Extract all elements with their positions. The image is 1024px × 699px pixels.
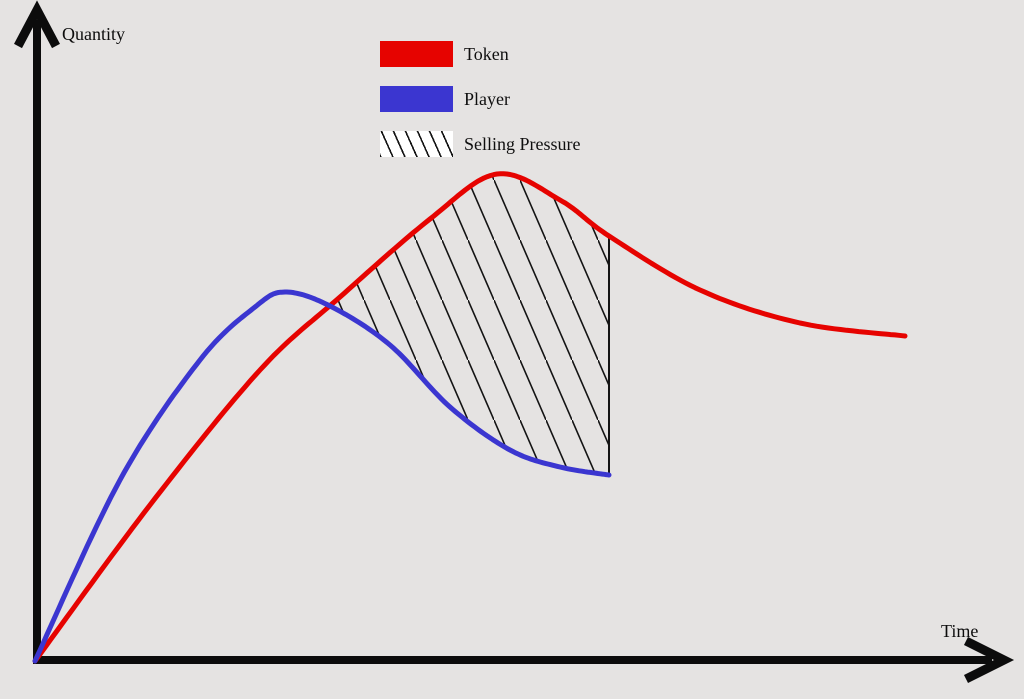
legend: Token Player Selling Pressure (380, 41, 581, 157)
token-swatch (380, 41, 453, 67)
legend-item-player: Player (380, 86, 581, 112)
y-axis-label: Quantity (62, 24, 125, 44)
selling-pressure-region (330, 173, 609, 475)
x-axis-label: Time (941, 621, 979, 641)
player-swatch (380, 86, 453, 112)
legend-label-selling-pressure: Selling Pressure (464, 134, 581, 154)
y-axis-arrow-icon (14, 0, 60, 49)
legend-item-token: Token (380, 41, 581, 67)
token-curve (32, 171, 908, 664)
selling-pressure-swatch (380, 131, 453, 157)
x-axis-arrow-icon (963, 636, 1015, 684)
legend-item-selling-pressure: Selling Pressure (380, 131, 581, 157)
legend-label-token: Token (464, 44, 509, 64)
player-curve (32, 289, 612, 664)
legend-label-player: Player (464, 89, 510, 109)
